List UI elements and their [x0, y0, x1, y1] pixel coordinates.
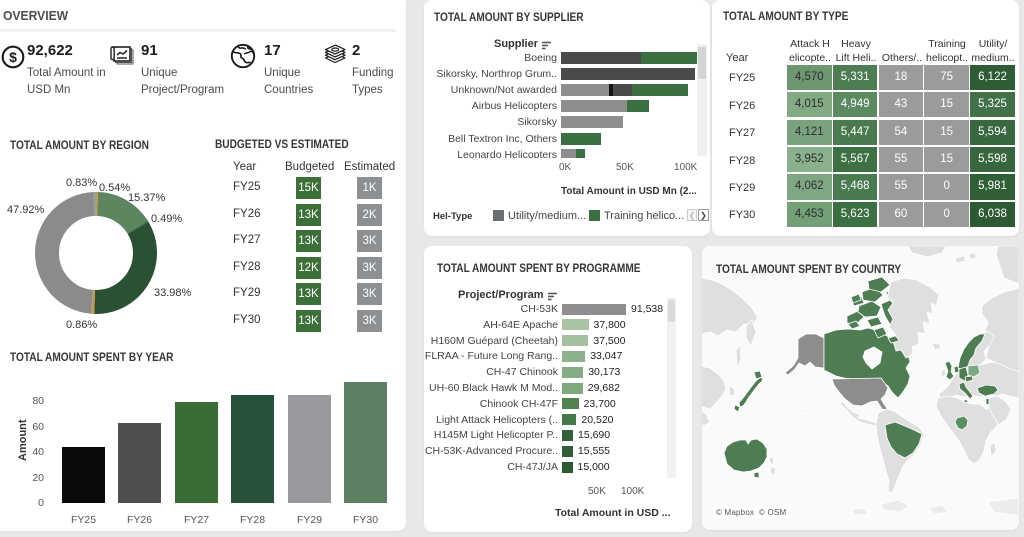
svg-text:0.54%: 0.54% — [99, 182, 130, 194]
svg-text:15.37%: 15.37% — [128, 192, 166, 204]
svg-text:0.86%: 0.86% — [66, 319, 97, 331]
svg-text:0.83%: 0.83% — [66, 177, 97, 189]
svg-text:33.98%: 33.98% — [154, 287, 192, 299]
svg-text:$: $ — [9, 49, 17, 65]
svg-text:0.49%: 0.49% — [151, 213, 182, 225]
svg-text:47.92%: 47.92% — [7, 204, 45, 216]
